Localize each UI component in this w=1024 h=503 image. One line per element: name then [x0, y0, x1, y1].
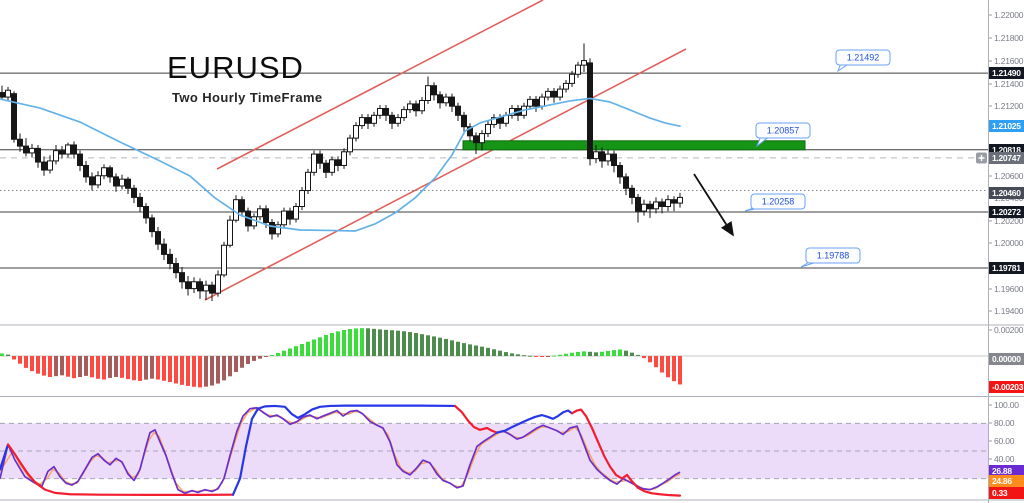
moving-average-line	[0, 97, 681, 232]
axis-tick-label: 1.19400	[994, 306, 1024, 316]
price-tag-0.00000: 0.00000	[989, 353, 1024, 365]
price-callout-1.19788[interactable]: 1.19788	[800, 247, 861, 268]
svg-text:1.20258: 1.20258	[762, 197, 795, 207]
svg-text:1.21492: 1.21492	[847, 53, 880, 63]
stoch-trend-line-up	[495, 409, 574, 434]
axis-tick-label: 1.20600	[994, 171, 1024, 181]
svg-text:1.21490: 1.21490	[992, 68, 1021, 78]
svg-text:1.19781: 1.19781	[992, 263, 1021, 273]
axis-tick-label: 1.20200	[994, 216, 1024, 226]
price-tag-26.88: 26.88	[989, 465, 1024, 477]
stoch-trend-line-up	[231, 404, 457, 496]
stoch-k-line	[0, 406, 681, 495]
stoch-trend-line-down	[453, 404, 499, 434]
price-tag--0.00203: -0.00203	[989, 381, 1024, 393]
axis-tick-label: 1.21800	[994, 33, 1024, 43]
axis-tick-label: 1.21200	[994, 101, 1024, 111]
axis-tick-label: 1.20000	[994, 238, 1024, 248]
axis-tick-label: 0.00200	[994, 325, 1024, 335]
price-tag-1.19781: 1.19781	[989, 262, 1024, 274]
axis-tick-label: 60.00	[994, 436, 1015, 446]
price-callout-1.21492[interactable]: 1.21492	[835, 49, 891, 73]
stoch-trend-line-up	[0, 443, 10, 471]
price-tag-0.33: 0.33	[989, 487, 1024, 499]
price-tag-1.21025: 1.21025	[989, 120, 1024, 132]
price-tag-24.86: 24.86	[989, 475, 1024, 487]
axis-tick-label: 1.21400	[994, 79, 1024, 89]
stoch-trend-line-down	[6, 443, 235, 496]
axis-tick-label: 40.00	[994, 454, 1015, 464]
axis-tick-label: 100.00	[994, 400, 1019, 410]
price-tag-1.20460: 1.20460	[989, 187, 1024, 199]
svg-text:26.88: 26.88	[992, 466, 1012, 476]
price-tag-1.20272: 1.20272	[989, 206, 1024, 218]
svg-text:24.86: 24.86	[992, 476, 1012, 486]
svg-text:1.20818: 1.20818	[992, 145, 1021, 155]
supply-zone-bar[interactable]	[462, 140, 806, 151]
axis-tick-label: 80.00	[994, 418, 1015, 428]
svg-text:1.19788: 1.19788	[817, 251, 850, 261]
down-arrow-drawing[interactable]	[693, 173, 734, 237]
add-alert-plus-button[interactable]	[976, 152, 987, 164]
price-tag-1.21490: 1.21490	[989, 67, 1024, 79]
svg-text:1.20857: 1.20857	[767, 126, 800, 136]
svg-text:0.33: 0.33	[992, 488, 1008, 498]
svg-text:1.20747: 1.20747	[992, 153, 1021, 163]
macd-histogram	[0, 328, 682, 388]
symbol-title[interactable]: EURUSD	[167, 50, 304, 85]
svg-text:1.20460: 1.20460	[992, 188, 1021, 198]
price-tag-1.20747: 1.20747	[989, 152, 1024, 164]
trend-channel-line-1[interactable]	[204, 48, 687, 301]
stoch-trend-line-down	[570, 408, 682, 497]
price-callout-1.20857[interactable]: 1.20857	[755, 122, 811, 148]
axis-tick-label: 1.19600	[994, 284, 1024, 294]
svg-text:1.21025: 1.21025	[992, 121, 1021, 131]
axis-tick-label: 1.21600	[994, 56, 1024, 66]
svg-text:-0.00203: -0.00203	[992, 382, 1024, 392]
price-callout-1.20258[interactable]: 1.20258	[744, 193, 806, 212]
candles-layer	[0, 43, 683, 302]
svg-text:1.20272: 1.20272	[992, 207, 1021, 217]
trend-channel-line-2[interactable]	[216, 0, 544, 170]
timeframe-subtitle[interactable]: Two Hourly TimeFrame	[172, 90, 323, 105]
axis-tick-label: 1.22000	[994, 10, 1024, 20]
svg-text:0.00000: 0.00000	[992, 354, 1021, 364]
